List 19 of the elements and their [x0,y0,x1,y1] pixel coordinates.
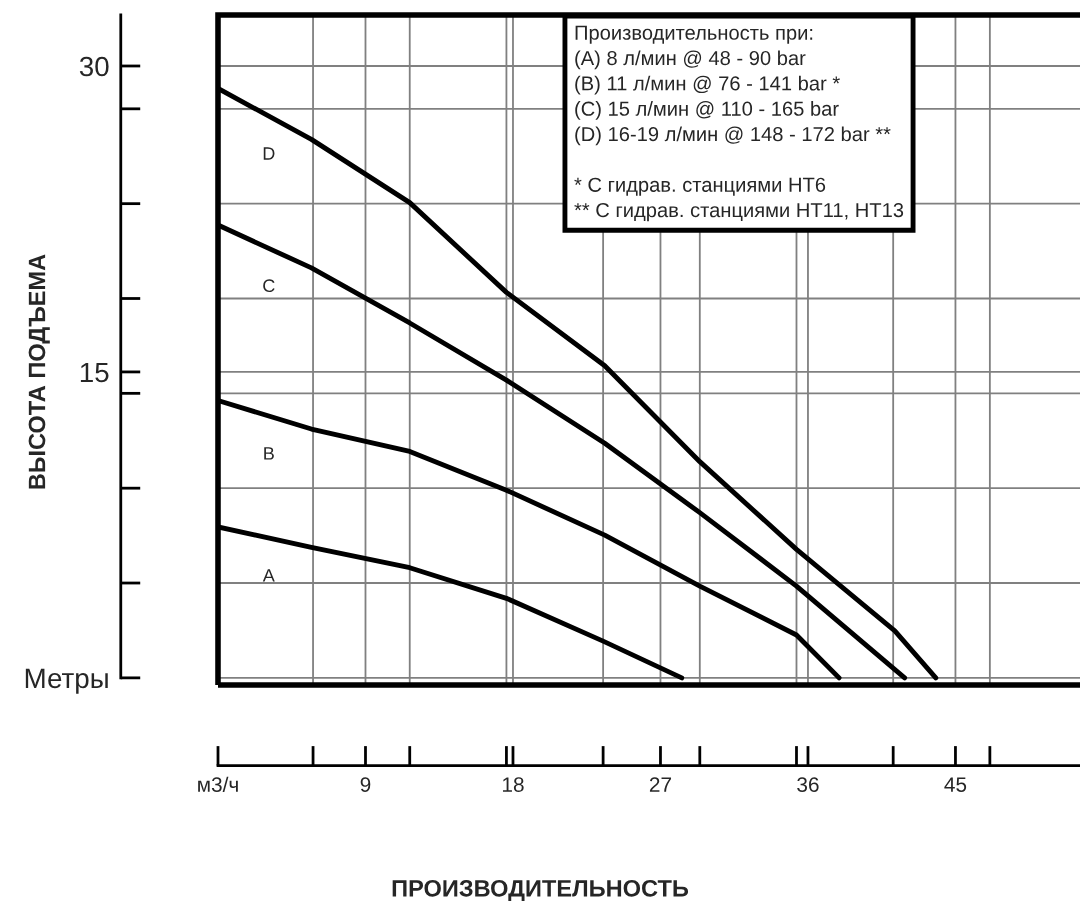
x-tick-label: 18 [502,777,524,792]
y-tick-label: Метры [25,668,108,694]
y-tick-label: 30 [79,56,109,77]
series-label: B [264,447,274,460]
y-axis-title: ВЫСОТА ПОДЪЕМА [28,254,50,489]
line-series [218,398,842,681]
x-tick-label: 45 [944,777,967,792]
text: Производительность при: (A) 8 л/мин @ 48 - 90 bar (B) 11 л/мин @ 76 - 141 bar * (C) 15 л/мин @ 110 - 165 bar (D) 16-19 л/мин @ 148 - 172 bar ** * С гидрав. станциями HT6 ** С гидрав. станциями HT11, HT13 [574,25,904,222]
series-label: C [263,279,275,293]
line-series [218,222,908,681]
x-tick-label: 27 [649,777,672,792]
x-tick-label: 36 [797,777,819,792]
series-label: D [263,147,275,160]
y-tick-label: 15 [80,362,109,383]
series-label: A [262,569,275,582]
x-tick-label: м3/ч [198,776,238,792]
x-axis-title: ПРОИЗВОДИТЕЛЬНОСТЬ [392,879,689,902]
x-tick-label: 9 [360,777,371,792]
line-series [218,524,685,681]
